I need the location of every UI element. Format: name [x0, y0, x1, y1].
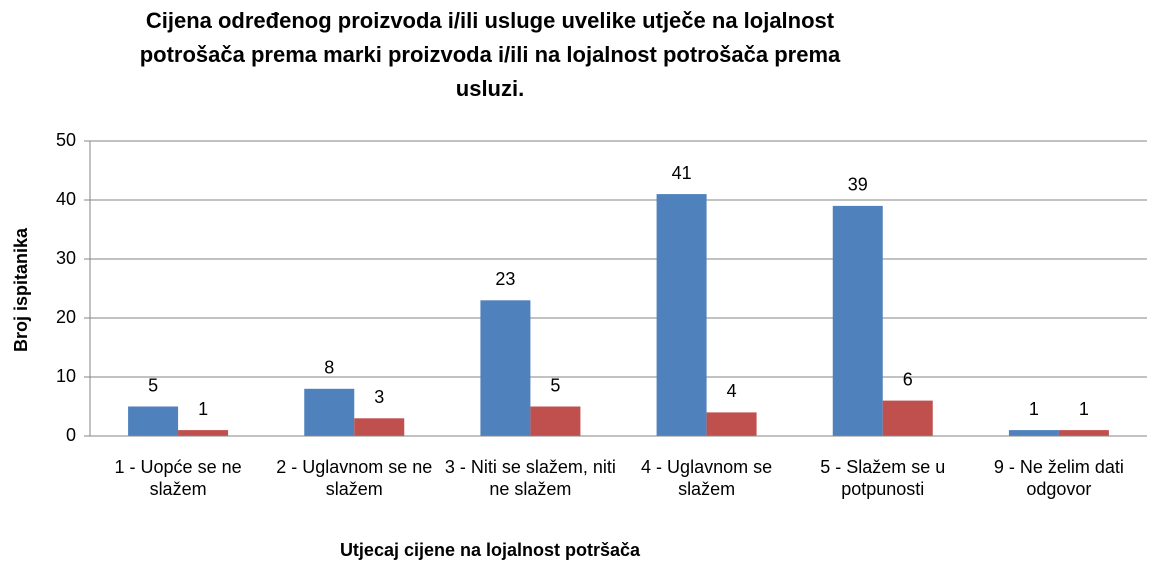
data-label: 3	[374, 387, 384, 407]
bar	[882, 400, 933, 436]
y-tick-label: 0	[66, 425, 76, 445]
bar	[304, 388, 355, 436]
bar	[178, 430, 229, 436]
y-axis-title: Broj ispitanika	[11, 227, 31, 352]
data-label: 1	[1079, 399, 1089, 419]
x-tick-label: 9 - Ne želim dati odgovor	[993, 457, 1124, 499]
x-tick-label: 2 - Uglavnom se ne slažem	[276, 457, 433, 499]
chart-title: potrošača prema marki proizvoda i/ili na…	[140, 42, 841, 67]
bar	[656, 194, 707, 436]
data-label: 1	[1029, 399, 1039, 419]
x-tick-label: 1 - Uopće se ne slažem	[114, 457, 242, 499]
data-label: 8	[324, 358, 334, 378]
data-label: 4	[727, 381, 737, 401]
data-label: 6	[903, 369, 913, 389]
y-tick-label: 50	[56, 130, 76, 150]
data-label: 5	[550, 375, 560, 395]
data-label: 39	[848, 175, 868, 195]
x-tick-label: 5 - Slažem se u potpunosti	[820, 457, 946, 499]
y-tick-label: 10	[56, 366, 76, 386]
chart-title: Cijena određenog proizvoda i/ili usluge …	[146, 8, 835, 33]
bar	[530, 406, 581, 436]
x-tick-label: 4 - Uglavnom se slažem	[641, 457, 773, 499]
bar	[480, 300, 531, 436]
data-label: 41	[672, 163, 692, 183]
y-tick-label: 30	[56, 248, 76, 268]
y-tick-label: 40	[56, 189, 76, 209]
x-tick-label: 3 - Niti se slažem, niti ne slažem	[444, 457, 616, 499]
bar	[1008, 430, 1059, 436]
bar	[354, 418, 405, 436]
bar	[832, 205, 883, 436]
data-label: 23	[495, 269, 515, 289]
y-tick-label: 20	[56, 307, 76, 327]
bar	[706, 412, 757, 436]
data-label: 1	[198, 399, 208, 419]
bar	[128, 406, 179, 436]
data-label: 5	[148, 375, 158, 395]
bar	[1058, 430, 1109, 436]
x-axis-title: Utjecaj cijene na lojalnost potršača	[340, 540, 641, 560]
chart-title: usluzi.	[456, 76, 524, 101]
